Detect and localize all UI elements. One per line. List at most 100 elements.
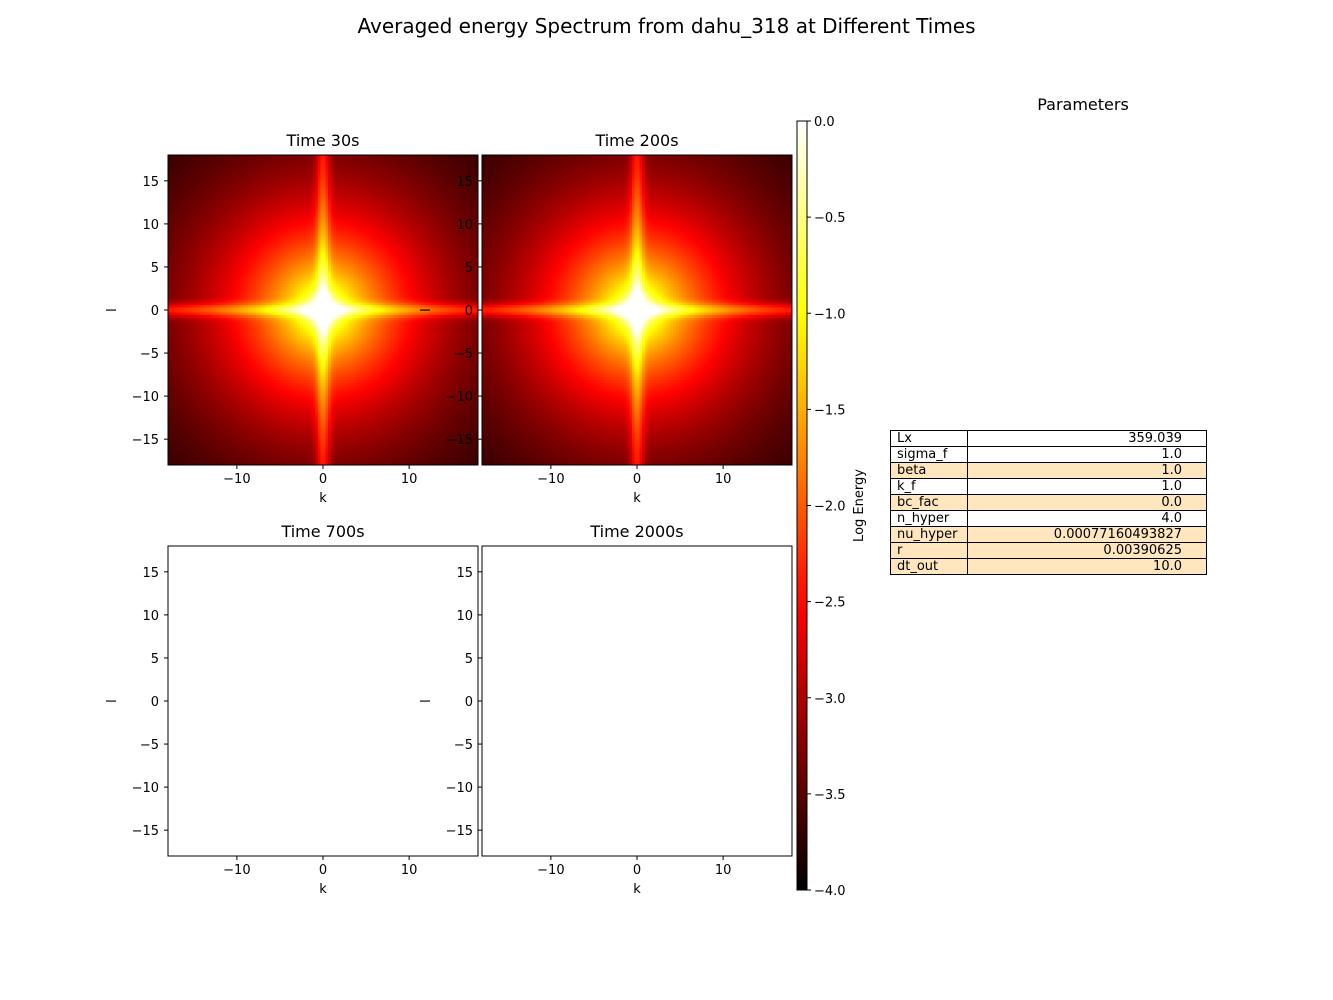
y-tick-label: 15 (456, 175, 473, 190)
x-axis-label: k (633, 882, 641, 897)
y-tick-label: 5 (465, 652, 473, 667)
parameters-title: Parameters (1037, 95, 1129, 114)
x-tick-label: −10 (223, 472, 250, 487)
y-tick-label: 0 (465, 695, 473, 710)
y-axis-label: l (105, 699, 120, 703)
y-tick-label: 10 (142, 218, 159, 233)
spectrum-heatmap (482, 155, 792, 465)
subplot-title: Time 2000s (589, 522, 683, 541)
subplot-4 (478, 545, 793, 860)
subplot-title: Time 200s (594, 131, 678, 150)
parameter-row: bc_fac 0.0 (890, 494, 1207, 511)
x-tick-label: 10 (401, 472, 418, 487)
y-tick-label: −10 (446, 390, 473, 405)
y-tick-label: −15 (446, 433, 473, 448)
colorbar-tick-label: 0.0 (814, 115, 835, 130)
y-tick-label: −15 (132, 433, 159, 448)
parameter-key: k_f (890, 478, 968, 495)
colorbar (796, 120, 811, 891)
parameter-value: 1.0 (967, 478, 1207, 495)
x-tick-label: −10 (537, 472, 564, 487)
colorbar-tick-label: −3.0 (814, 692, 846, 707)
parameter-row: sigma_f 1.0 (890, 446, 1207, 463)
parameter-key: n_hyper (890, 510, 968, 527)
parameter-row: r 0.00390625 (890, 542, 1207, 559)
colorbar-tick-label: −3.5 (814, 788, 846, 803)
plot-frame (481, 545, 793, 857)
parameter-row: beta 1.0 (890, 462, 1207, 479)
y-axis-label: l (105, 308, 120, 312)
parameter-key: r (890, 542, 968, 559)
y-tick-label: 15 (456, 566, 473, 581)
y-tick-label: 5 (151, 261, 159, 276)
parameter-value: 0.0 (967, 494, 1207, 511)
subplot-2 (478, 154, 793, 469)
figure-title: Averaged energy Spectrum from dahu_318 a… (357, 14, 976, 38)
y-tick-label: −10 (132, 390, 159, 405)
colorbar-tick-label: −2.0 (814, 500, 846, 515)
subplot-1 (164, 154, 479, 469)
parameters-table: Lx 359.039 sigma_f 1.0 beta 1.0 k_f 1.0 bc_fac 0.… (890, 430, 1207, 575)
x-tick-label: −10 (223, 863, 250, 878)
y-axis-label: l (419, 308, 434, 312)
y-tick-label: −5 (454, 738, 473, 753)
parameter-row: nu_hyper 0.00077160493827 (890, 526, 1207, 543)
parameter-row: k_f 1.0 (890, 478, 1207, 495)
parameter-value: 1.0 (967, 446, 1207, 463)
x-tick-label: 0 (319, 472, 327, 487)
x-axis-label: k (319, 882, 327, 897)
y-tick-label: −15 (132, 824, 159, 839)
colorbar-tick-label: −4.0 (814, 884, 846, 899)
spectrum-heatmap (168, 155, 478, 465)
y-tick-label: −10 (446, 781, 473, 796)
colorbar-tick-label: −2.5 (814, 596, 846, 611)
parameter-value: 359.039 (967, 430, 1207, 447)
x-tick-label: −10 (537, 863, 564, 878)
y-tick-label: 10 (142, 609, 159, 624)
colorbar-tick-label: −1.0 (814, 307, 846, 322)
parameter-row: Lx 359.039 (890, 430, 1207, 447)
x-axis-label: k (319, 491, 327, 506)
y-tick-label: −15 (446, 824, 473, 839)
y-tick-label: 15 (142, 566, 159, 581)
y-tick-label: −10 (132, 781, 159, 796)
x-tick-label: 10 (715, 863, 732, 878)
x-tick-label: 0 (319, 863, 327, 878)
y-tick-label: −5 (140, 347, 159, 362)
colorbar-gradient (796, 120, 808, 891)
y-axis-label: l (419, 699, 434, 703)
y-tick-label: 15 (142, 175, 159, 190)
y-tick-label: 0 (151, 304, 159, 319)
parameter-row: n_hyper 4.0 (890, 510, 1207, 527)
y-tick-label: 0 (465, 304, 473, 319)
parameter-key: dt_out (890, 558, 968, 575)
y-tick-label: −5 (140, 738, 159, 753)
y-tick-label: −5 (454, 347, 473, 362)
parameter-key: sigma_f (890, 446, 968, 463)
parameter-key: bc_fac (890, 494, 968, 511)
x-tick-label: 0 (633, 472, 641, 487)
subplot-title: Time 30s (286, 131, 360, 150)
parameter-value: 0.00077160493827 (967, 526, 1207, 543)
y-tick-label: 5 (151, 652, 159, 667)
x-tick-label: 10 (401, 863, 418, 878)
x-tick-label: 0 (633, 863, 641, 878)
parameter-row: dt_out 10.0 (890, 558, 1207, 575)
x-tick-label: 10 (715, 472, 732, 487)
y-tick-label: 10 (456, 609, 473, 624)
subplot-title: Time 700s (280, 522, 364, 541)
parameter-key: nu_hyper (890, 526, 968, 543)
parameter-value: 10.0 (967, 558, 1207, 575)
parameter-value: 4.0 (967, 510, 1207, 527)
colorbar-label: Log Energy (852, 469, 867, 542)
colorbar-tick-label: −1.5 (814, 403, 846, 418)
y-tick-label: 5 (465, 261, 473, 276)
parameter-key: beta (890, 462, 968, 479)
y-tick-label: 0 (151, 695, 159, 710)
parameter-key: Lx (890, 430, 968, 447)
x-axis-label: k (633, 491, 641, 506)
colorbar-tick-label: −0.5 (814, 211, 846, 226)
parameter-value: 0.00390625 (967, 542, 1207, 559)
parameter-value: 1.0 (967, 462, 1207, 479)
